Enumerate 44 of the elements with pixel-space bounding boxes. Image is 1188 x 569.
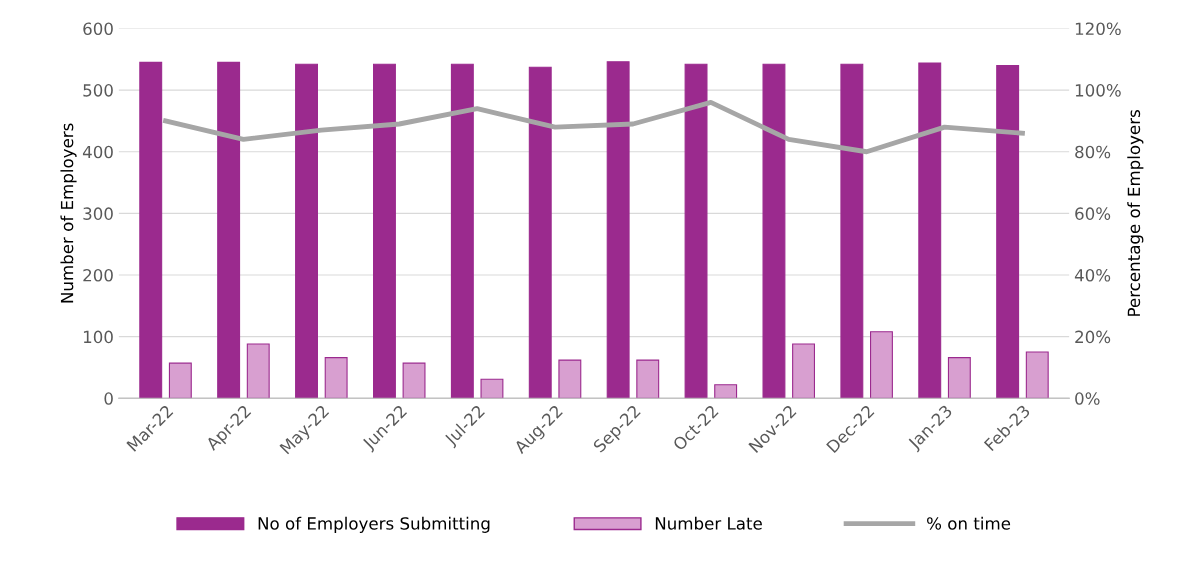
bar: [606, 61, 630, 399]
bar: [918, 62, 942, 399]
bar: [372, 63, 396, 399]
y2-tick-label: 80%: [1075, 145, 1111, 159]
bar: [528, 66, 552, 399]
y2-tick-label: 120%: [1075, 22, 1121, 36]
bar: [139, 61, 163, 399]
y-tick-label: 300: [83, 207, 113, 220]
bar: [840, 63, 864, 399]
bar: [402, 362, 426, 399]
y-tick-label: 500: [83, 84, 113, 97]
y-tick-label: 600: [83, 22, 113, 36]
y2-tick-label: 0%: [1075, 392, 1100, 405]
legend-label: No of Employers Submitting: [258, 516, 490, 533]
y-tick-label: 0: [104, 392, 113, 405]
y-tick-label: 200: [83, 268, 113, 282]
bar: [714, 384, 738, 399]
bar: [869, 331, 893, 399]
y2-tick-label: 100%: [1075, 84, 1121, 97]
bar: [450, 63, 474, 399]
line-series: [163, 99, 1025, 155]
bar: [947, 357, 971, 399]
bar: [558, 359, 582, 399]
bar: [480, 378, 504, 399]
bar: [324, 357, 348, 399]
y2-axis-title: Percentage of Employers: [1127, 110, 1144, 316]
bar: [792, 343, 816, 399]
legend-label: Number Late: [655, 516, 762, 530]
legend-label: % on time: [927, 516, 1011, 530]
bar: [762, 63, 786, 399]
bar: [246, 343, 270, 399]
y-tick-label: 400: [82, 145, 113, 159]
y-axis-title: Number of Employers: [60, 123, 77, 303]
bar: [1025, 351, 1049, 399]
bar: [295, 63, 319, 399]
y2-tick-label: 60%: [1075, 207, 1111, 220]
bar: [217, 61, 241, 399]
bar: [168, 362, 192, 399]
bar: [636, 359, 660, 399]
y-tick-label: 100: [83, 330, 113, 344]
bar: [684, 63, 708, 399]
bar: [996, 64, 1020, 399]
y2-tick-label: 40%: [1074, 268, 1111, 282]
y2-tick-label: 20%: [1075, 330, 1111, 344]
